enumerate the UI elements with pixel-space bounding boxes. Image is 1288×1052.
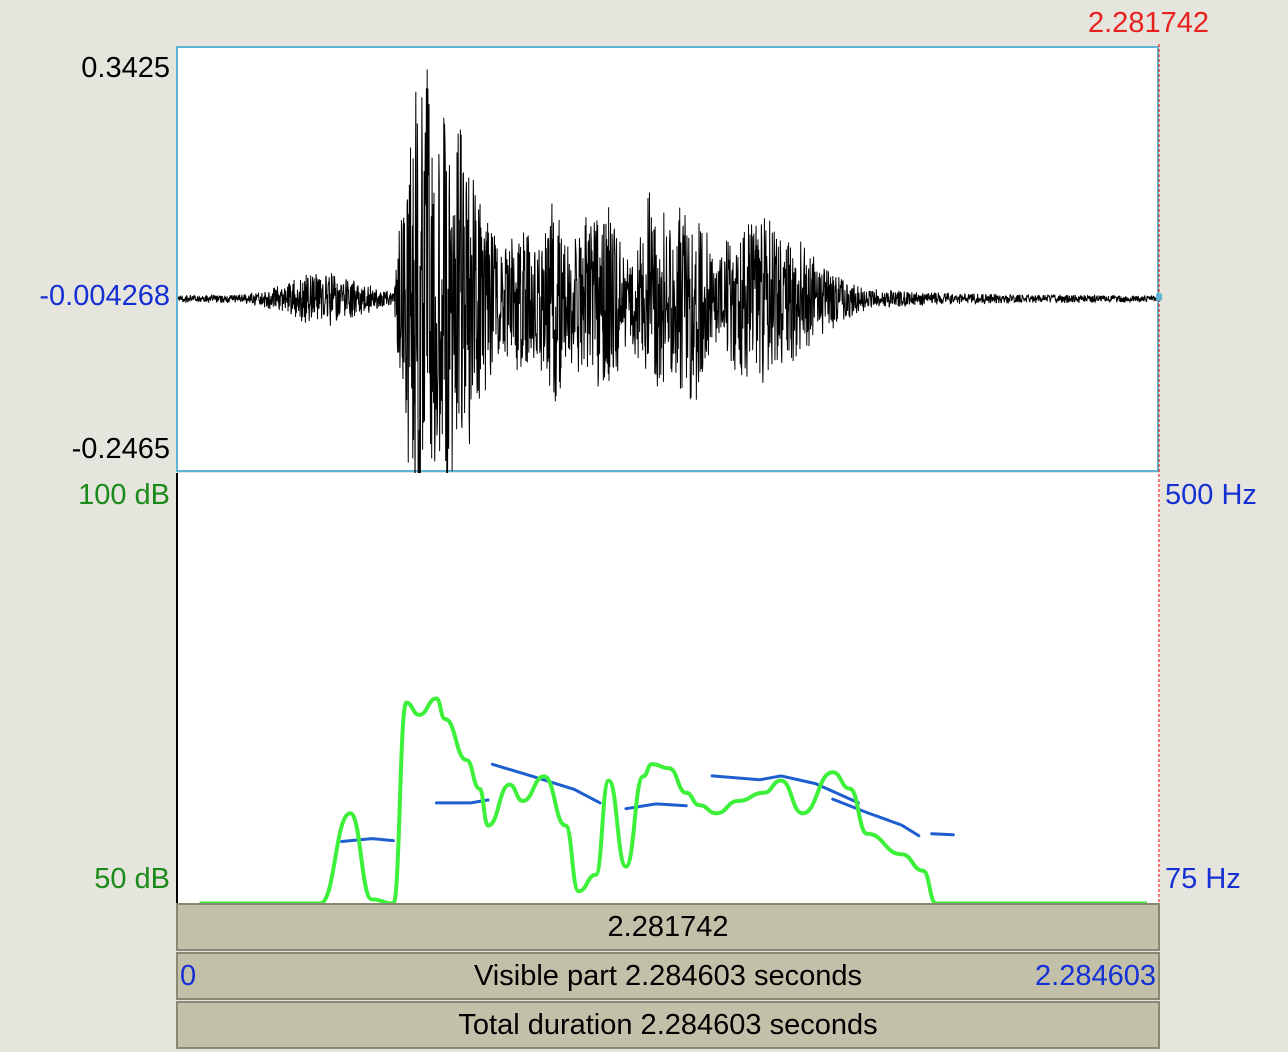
cursor-dot [1156, 293, 1162, 301]
pitch-min-label: 75 Hz [1165, 863, 1241, 895]
pitch-segment [710, 774, 860, 805]
visible-part-bar[interactable]: 0 Visible part 2.284603 seconds 2.284603 [176, 952, 1160, 1000]
pitch-segment [490, 762, 602, 805]
intensity-min-label: 50 dB [94, 863, 170, 895]
pitch-segment [930, 832, 955, 837]
pitch-segment [340, 837, 395, 843]
visible-part-text: Visible part 2.284603 seconds [473, 960, 863, 992]
selection-time-text: 2.281742 [607, 911, 729, 943]
waveform-mid-label: -0.004268 [39, 280, 170, 312]
cursor-time-label: 2.281742 [1088, 7, 1209, 39]
pitch-segment [831, 797, 921, 838]
pitch-max-label: 500 Hz [1165, 479, 1257, 511]
total-duration-bar[interactable]: Total duration 2.284603 seconds [176, 1001, 1160, 1049]
pitch-segment [434, 798, 490, 805]
analysis-plot [199, 696, 1148, 903]
selection-time-bar[interactable]: 2.281742 [176, 903, 1160, 951]
waveform-line [178, 69, 1161, 474]
total-duration-text: Total duration 2.284603 seconds [458, 1009, 878, 1041]
intensity-curve [199, 696, 1148, 903]
waveform-plot [178, 69, 1161, 474]
cursor-line [1156, 44, 1162, 906]
waveform-min-label: -0.2465 [71, 433, 170, 465]
visible-end-time: 2.284603 [1035, 960, 1156, 992]
analysis-panel[interactable] [176, 473, 1160, 903]
intensity-max-label: 100 dB [78, 479, 170, 511]
waveform-max-label: 0.3425 [81, 52, 170, 84]
waveform-panel[interactable] [176, 46, 1161, 474]
visible-start-time: 0 [180, 960, 197, 992]
